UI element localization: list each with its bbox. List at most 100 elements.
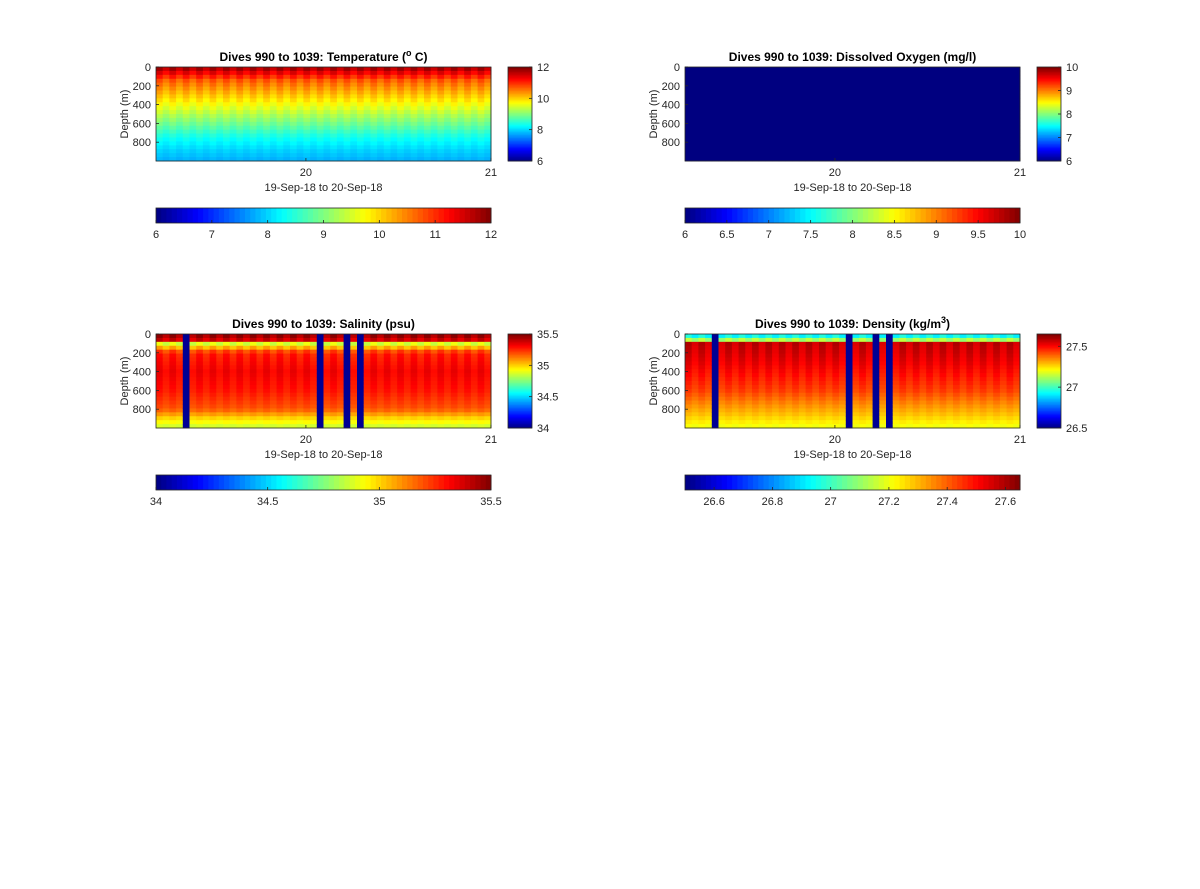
- heatmap-cell: [336, 357, 344, 362]
- heatmap-cell: [906, 373, 914, 378]
- heatmap-cell: [236, 133, 244, 138]
- heatmap-cell: [785, 334, 793, 339]
- heatmap-cell: [437, 149, 445, 154]
- heatmap-cell: [216, 129, 224, 134]
- heatmap-cell: [283, 125, 291, 131]
- heatmap-cell: [336, 98, 344, 103]
- heatmap-cell: [316, 94, 324, 99]
- heatmap-cell: [765, 67, 773, 72]
- heatmap-cell: [932, 149, 940, 154]
- heatmap-cell: [758, 412, 766, 417]
- heatmap-cell: [196, 114, 204, 119]
- heatmap-cell: [276, 334, 284, 339]
- heatmap-cell: [290, 82, 298, 87]
- heatmap-cell: [825, 369, 833, 374]
- heatmap-cell: [202, 381, 210, 386]
- heatmap-cell: [430, 424, 438, 429]
- heatmap-cell: [424, 102, 432, 107]
- heatmap-cell: [892, 361, 900, 366]
- heatmap-cell: [256, 408, 264, 413]
- heatmap-cell: [725, 337, 733, 343]
- heatmap-cell: [336, 384, 344, 390]
- heatmap-cell: [1013, 67, 1021, 72]
- heatmap-cell: [276, 121, 284, 127]
- heatmap-cell: [859, 377, 867, 382]
- heatmap-cell: [852, 110, 860, 115]
- heatmap-cell: [403, 408, 411, 413]
- heatmap-cell: [370, 412, 378, 417]
- heatmap-cell: [249, 74, 257, 80]
- heatmap-cell: [229, 361, 237, 366]
- heatmap-cell: [437, 353, 445, 358]
- heatmap-cell: [223, 373, 231, 378]
- heatmap-cell: [397, 125, 405, 131]
- heatmap-cell: [189, 86, 197, 91]
- heatmap-cell: [819, 98, 827, 103]
- heatmap-cell: [919, 369, 927, 374]
- heatmap-cell: [892, 388, 900, 394]
- heatmap-cell: [223, 149, 231, 154]
- heatmap-cell: [450, 357, 458, 362]
- heatmap-cell: [169, 141, 177, 146]
- heatmap-cell: [852, 86, 860, 91]
- heatmap-cell: [691, 110, 699, 115]
- heatmap-cell: [859, 349, 867, 354]
- heatmap-cell: [872, 349, 880, 354]
- heatmap-cell: [410, 337, 418, 343]
- heatmap-cell: [993, 145, 1001, 150]
- heatmap-cell: [698, 157, 706, 162]
- heatmap-cell: [310, 377, 318, 382]
- heatmap-cell: [825, 86, 833, 91]
- heatmap-cell: [223, 74, 231, 80]
- heatmap-cell: [470, 145, 478, 150]
- heatmap-cell: [752, 117, 760, 123]
- heatmap-cell: [691, 129, 699, 134]
- colorbar-swatch: [925, 208, 932, 223]
- heatmap-cell: [752, 106, 760, 111]
- heatmap-cell: [906, 149, 914, 154]
- heatmap-cell: [899, 384, 907, 390]
- heatmap-cell: [343, 153, 351, 158]
- colorbar-swatch: [732, 208, 738, 223]
- heatmap-cell: [912, 373, 920, 378]
- heatmap-cell: [229, 94, 237, 99]
- heatmap-cell: [424, 129, 432, 134]
- heatmap-cell: [202, 396, 210, 401]
- heatmap-cell: [812, 70, 820, 76]
- heatmap-cell: [912, 337, 920, 343]
- heatmap-cell: [229, 70, 237, 76]
- heatmap-cell: [725, 384, 733, 390]
- heatmap-cell: [216, 349, 224, 354]
- heatmap-cell: [223, 334, 231, 339]
- heatmap-cell: [892, 408, 900, 413]
- heatmap-cell: [792, 102, 800, 107]
- heatmap-cell: [156, 121, 164, 127]
- colorbar-swatch: [508, 347, 532, 350]
- heatmap-cell: [189, 145, 197, 150]
- colorbar-swatch: [349, 475, 356, 490]
- heatmap-cell: [993, 98, 1001, 103]
- heatmap-cell: [410, 408, 418, 413]
- heatmap-cell: [417, 377, 425, 382]
- heatmap-cell: [156, 377, 164, 382]
- heatmap-cell: [196, 404, 204, 409]
- heatmap-cell: [216, 121, 224, 127]
- heatmap-cell: [464, 141, 472, 146]
- heatmap-cell: [397, 341, 405, 347]
- heatmap-cell: [330, 106, 338, 111]
- heatmap-cell: [772, 94, 780, 99]
- heatmap-cell: [792, 388, 800, 394]
- heatmap-cell: [919, 145, 927, 150]
- heatmap-cell: [892, 110, 900, 115]
- heatmap-cell: [403, 396, 411, 401]
- heatmap-cell: [1006, 153, 1014, 158]
- colorbar-swatch: [508, 103, 532, 106]
- heatmap-cell: [310, 404, 318, 409]
- heatmap-cell: [470, 125, 478, 131]
- heatmap-cell: [812, 125, 820, 131]
- heatmap-cell: [859, 141, 867, 146]
- heatmap-cell: [745, 149, 753, 154]
- heatmap-cell: [263, 133, 271, 138]
- heatmap-cell: [296, 416, 304, 421]
